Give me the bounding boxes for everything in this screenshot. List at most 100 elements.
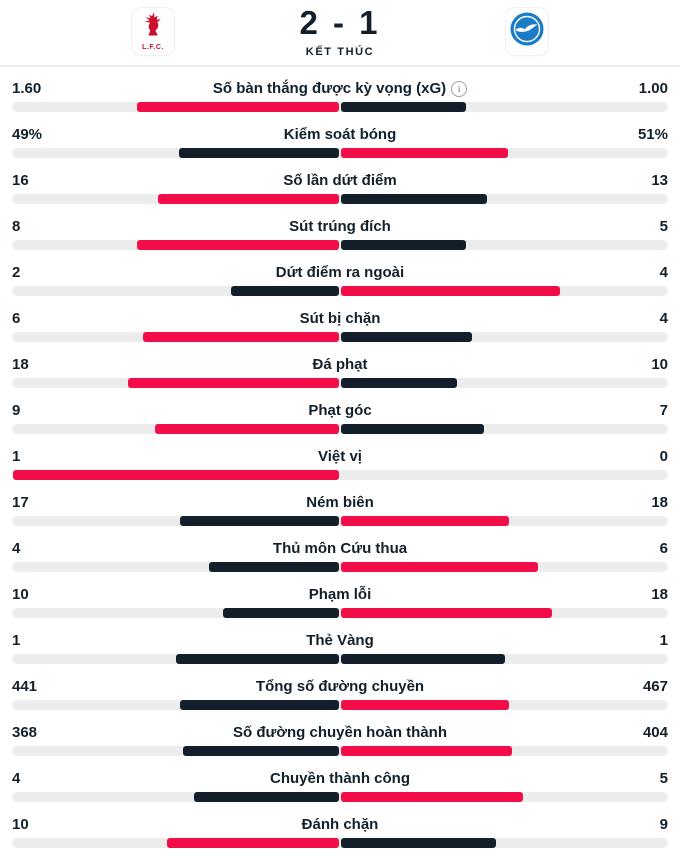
away-bar — [341, 194, 488, 204]
away-bar — [341, 608, 552, 618]
home-value: 10 — [12, 586, 29, 603]
match-header: L.F.C. 2 - 1 KẾT THÚC — [0, 0, 680, 67]
away-bar — [341, 838, 496, 848]
stat-head: 4 Thủ môn Cứu thua 6 — [12, 540, 668, 558]
away-bar — [341, 378, 458, 388]
home-bar — [183, 746, 339, 756]
stat-label-text: Thủ môn Cứu thua — [272, 540, 408, 557]
away-bar — [341, 654, 505, 664]
away-bar — [341, 424, 484, 434]
away-bar — [341, 102, 467, 112]
home-value: 49% — [12, 126, 43, 143]
away-value: 1 — [659, 632, 668, 649]
stat-row: 9 Phạt góc 7 — [12, 402, 668, 448]
away-value: 13 — [651, 172, 668, 189]
stat-label: Số lần dứt điểm — [12, 172, 668, 190]
home-bar — [180, 516, 339, 526]
away-bar — [341, 240, 467, 250]
away-value: 5 — [659, 770, 668, 787]
stat-row: 8 Sút trúng đích 5 — [12, 218, 668, 264]
stat-label-text: Sút bị chặn — [299, 310, 381, 327]
stat-head: 49% Kiểm soát bóng 51% — [12, 126, 668, 144]
stat-label: Sút trúng đích — [12, 218, 668, 236]
stat-label: Kiểm soát bóng — [12, 126, 668, 144]
home-bar — [128, 378, 339, 388]
stat-label: Ném biên — [12, 494, 668, 512]
away-bar — [341, 792, 523, 802]
home-value: 17 — [12, 494, 29, 511]
home-bar — [166, 838, 339, 848]
stat-label: Tổng số đường chuyền — [12, 678, 668, 696]
home-bar — [222, 608, 339, 618]
away-value: 4 — [659, 264, 668, 281]
stat-row: 10 Phạm lỗi 18 — [12, 586, 668, 632]
stat-label: Dứt điểm ra ngoài — [12, 264, 668, 282]
stat-bar-track — [12, 838, 668, 848]
home-bar — [208, 562, 339, 572]
home-value: 9 — [12, 402, 21, 419]
stat-row: 17 Ném biên 18 — [12, 494, 668, 540]
away-bar — [341, 746, 513, 756]
stat-bar-track — [12, 378, 668, 388]
stat-bar-track — [12, 332, 668, 342]
home-bar — [158, 194, 339, 204]
info-icon[interactable]: i — [451, 81, 468, 97]
stat-bar-track — [12, 608, 668, 618]
away-value: 5 — [659, 218, 668, 235]
stat-bar-track — [12, 654, 668, 664]
away-bar — [341, 286, 560, 296]
stat-head: 1 Việt vị 0 — [12, 448, 668, 466]
stat-head: 368 Số đường chuyền hoàn thành 404 — [12, 724, 668, 742]
stat-bar-track — [12, 792, 668, 802]
home-bar — [142, 332, 339, 342]
stat-label-text: Phạt góc — [308, 402, 372, 419]
away-bar — [341, 332, 472, 342]
home-bar — [137, 102, 339, 112]
stat-bar-track — [12, 562, 668, 572]
stat-head: 1.60 Số bàn thắng được kỳ vọng (xG) i 1.0… — [12, 80, 668, 98]
stat-label-text: Chuyền thành công — [270, 770, 410, 787]
stat-label-text: Việt vị — [318, 448, 362, 465]
stat-bar-track — [12, 424, 668, 434]
stat-row: 49% Kiểm soát bóng 51% — [12, 126, 668, 172]
liverpool-liverbird-icon — [141, 12, 165, 43]
stat-label: Đánh chặn — [12, 816, 668, 834]
away-value: 18 — [651, 494, 668, 511]
stat-head: 1 Thẻ Vàng 1 — [12, 632, 668, 650]
stat-head: 10 Đánh chặn 9 — [12, 816, 668, 834]
stat-row: 441 Tổng số đường chuyền 467 — [12, 678, 668, 724]
stat-label: Thẻ Vàng — [12, 632, 668, 650]
away-value: 1.00 — [638, 80, 668, 97]
stat-bar-track — [12, 286, 668, 296]
stat-bar-track — [12, 148, 668, 158]
home-value: 1 — [12, 632, 21, 649]
stat-head: 16 Số lần dứt điểm 13 — [12, 172, 668, 190]
stat-label-text: Sút trúng đích — [289, 218, 391, 235]
stat-row: 10 Đánh chặn 9 — [12, 816, 668, 862]
stat-row: 4 Chuyền thành công 5 — [12, 770, 668, 816]
stat-label-text: Đá phạt — [312, 356, 368, 373]
home-value: 2 — [12, 264, 21, 281]
stat-head: 441 Tổng số đường chuyền 467 — [12, 678, 668, 696]
home-team-badge-liverpool[interactable]: L.F.C. — [132, 8, 174, 55]
away-team-badge-brighton[interactable] — [506, 8, 548, 55]
stat-row: 1.60 Số bàn thắng được kỳ vọng (xG) i 1.0… — [12, 80, 668, 126]
home-value: 8 — [12, 218, 21, 235]
stat-label: Đá phạt — [12, 356, 668, 374]
stat-label-text: Phạm lỗi — [308, 586, 372, 603]
stat-bar-track — [12, 240, 668, 250]
brighton-seagull-icon — [509, 11, 545, 52]
home-bar — [154, 424, 339, 434]
stat-label: Phạm lỗi — [12, 586, 668, 604]
stat-label-text: Ném biên — [306, 494, 374, 511]
stat-label: Số đường chuyền hoàn thành — [12, 724, 668, 742]
stat-head: 18 Đá phạt 10 — [12, 356, 668, 374]
home-bar — [180, 700, 339, 710]
home-value: 4 — [12, 770, 21, 787]
home-bar — [137, 240, 339, 250]
stat-label: Chuyền thành công — [12, 770, 668, 788]
home-bar — [178, 148, 339, 158]
stat-label-text: Kiểm soát bóng — [283, 126, 397, 143]
away-bar — [341, 516, 510, 526]
stat-label: Việt vị — [12, 448, 668, 466]
